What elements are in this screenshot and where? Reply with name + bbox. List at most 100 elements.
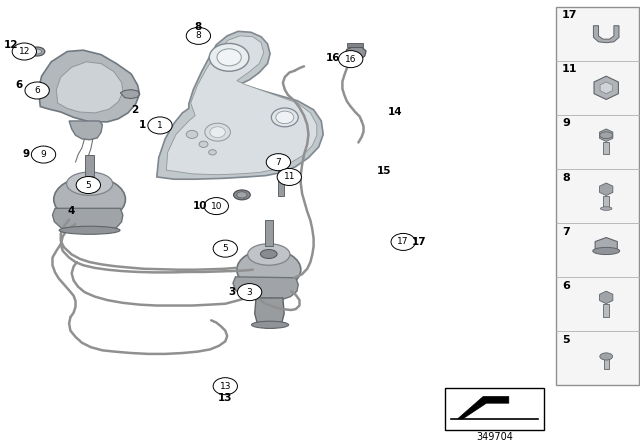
Circle shape xyxy=(31,146,56,163)
Ellipse shape xyxy=(237,192,247,198)
Text: 7: 7 xyxy=(276,158,281,167)
Polygon shape xyxy=(600,82,612,94)
Circle shape xyxy=(266,154,291,171)
Text: 6: 6 xyxy=(15,80,23,90)
Polygon shape xyxy=(56,62,123,113)
Polygon shape xyxy=(38,50,140,122)
Text: 6: 6 xyxy=(35,86,40,95)
Text: 7: 7 xyxy=(562,227,570,237)
Ellipse shape xyxy=(29,47,45,56)
Ellipse shape xyxy=(186,130,198,138)
Text: 8: 8 xyxy=(196,31,201,40)
Text: 10: 10 xyxy=(211,202,222,211)
Circle shape xyxy=(205,123,230,141)
Bar xyxy=(85,155,94,176)
Polygon shape xyxy=(157,31,323,179)
Polygon shape xyxy=(255,298,284,328)
Ellipse shape xyxy=(234,190,250,200)
Ellipse shape xyxy=(252,321,289,328)
Text: 17: 17 xyxy=(412,237,426,247)
Text: 6: 6 xyxy=(562,281,570,291)
Text: 5: 5 xyxy=(223,244,228,253)
Circle shape xyxy=(391,233,415,250)
Text: 9: 9 xyxy=(562,118,570,129)
Ellipse shape xyxy=(600,207,612,211)
Text: 349704: 349704 xyxy=(476,432,513,442)
Polygon shape xyxy=(120,90,140,99)
Text: 12: 12 xyxy=(4,40,19,50)
Ellipse shape xyxy=(600,132,612,138)
Bar xyxy=(603,304,609,317)
Bar xyxy=(347,43,363,47)
Ellipse shape xyxy=(593,247,620,254)
Circle shape xyxy=(339,51,363,68)
Text: 9: 9 xyxy=(22,149,29,159)
Text: 11: 11 xyxy=(562,65,577,74)
Circle shape xyxy=(210,127,225,138)
Text: 4: 4 xyxy=(68,206,76,215)
Circle shape xyxy=(237,284,262,301)
Polygon shape xyxy=(233,277,298,301)
Ellipse shape xyxy=(43,87,49,92)
Polygon shape xyxy=(595,237,618,254)
Ellipse shape xyxy=(209,150,216,155)
Circle shape xyxy=(76,177,100,194)
Text: 3: 3 xyxy=(228,287,236,297)
Text: 3: 3 xyxy=(247,288,252,297)
Ellipse shape xyxy=(217,49,241,66)
Bar xyxy=(604,358,609,370)
Ellipse shape xyxy=(275,159,287,165)
Bar xyxy=(603,196,609,209)
Text: 9: 9 xyxy=(41,150,46,159)
Ellipse shape xyxy=(237,250,301,290)
Text: 17: 17 xyxy=(562,10,577,20)
Circle shape xyxy=(186,27,211,44)
Text: 13: 13 xyxy=(218,393,232,403)
Polygon shape xyxy=(600,291,613,304)
Ellipse shape xyxy=(81,178,99,188)
Ellipse shape xyxy=(33,49,42,54)
Polygon shape xyxy=(69,121,102,140)
Text: 14: 14 xyxy=(388,107,402,117)
Text: 15: 15 xyxy=(377,166,391,176)
Circle shape xyxy=(213,240,237,257)
Polygon shape xyxy=(594,76,618,99)
Ellipse shape xyxy=(600,353,612,360)
Text: 10: 10 xyxy=(193,201,207,211)
Polygon shape xyxy=(344,47,366,60)
Ellipse shape xyxy=(276,111,294,124)
Polygon shape xyxy=(166,36,317,175)
Polygon shape xyxy=(600,129,613,142)
Text: 1: 1 xyxy=(157,121,163,130)
Ellipse shape xyxy=(60,226,120,234)
Text: 8: 8 xyxy=(562,172,570,182)
Bar xyxy=(265,220,273,246)
Polygon shape xyxy=(458,396,509,419)
Ellipse shape xyxy=(67,172,113,195)
Text: 5: 5 xyxy=(562,335,570,345)
Ellipse shape xyxy=(271,108,298,127)
Bar xyxy=(556,7,639,385)
Text: 1: 1 xyxy=(138,121,146,130)
Text: 8: 8 xyxy=(195,22,202,32)
Ellipse shape xyxy=(248,244,290,265)
Polygon shape xyxy=(52,208,123,233)
Bar xyxy=(278,163,284,196)
Ellipse shape xyxy=(199,141,208,147)
Text: 2: 2 xyxy=(131,105,138,115)
Circle shape xyxy=(25,82,49,99)
Text: 16: 16 xyxy=(326,53,340,63)
Text: 17: 17 xyxy=(397,237,409,246)
Bar xyxy=(603,142,609,155)
Text: 13: 13 xyxy=(220,382,231,391)
Circle shape xyxy=(12,43,36,60)
Circle shape xyxy=(148,117,172,134)
Ellipse shape xyxy=(260,250,277,258)
Text: 11: 11 xyxy=(284,172,295,181)
Text: 16: 16 xyxy=(345,55,356,64)
Circle shape xyxy=(213,378,237,395)
Circle shape xyxy=(204,198,228,215)
Text: 5: 5 xyxy=(86,181,91,190)
Circle shape xyxy=(277,168,301,185)
Text: 12: 12 xyxy=(19,47,30,56)
